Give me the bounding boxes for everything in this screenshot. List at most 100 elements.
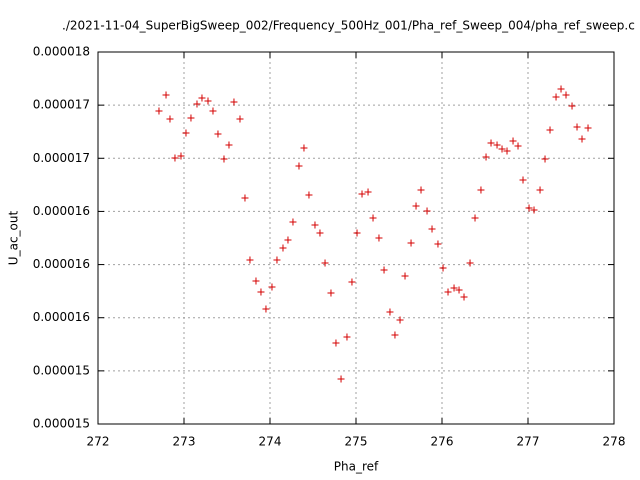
data-point — [536, 186, 544, 194]
data-point — [337, 375, 345, 383]
data-point — [273, 256, 281, 264]
x-tick-label: 274 — [259, 435, 282, 449]
data-point — [552, 93, 560, 101]
y-tick-label: 0.000017 — [33, 151, 90, 165]
data-point — [557, 85, 565, 93]
data-point — [166, 115, 174, 123]
x-tick-label: 276 — [431, 435, 454, 449]
data-point — [573, 123, 581, 131]
data-point — [257, 288, 265, 296]
data-point — [321, 259, 329, 267]
data-point — [562, 91, 570, 99]
data-point — [225, 141, 233, 149]
y-tick-label: 0.000016 — [33, 257, 90, 271]
data-point — [428, 225, 436, 233]
data-point — [187, 114, 195, 122]
data-point — [204, 97, 212, 105]
data-point — [541, 155, 549, 163]
y-tick-label: 0.000015 — [33, 417, 90, 431]
data-point — [503, 147, 511, 155]
plot-area: 0.000015 0.000015 0.000016 0.000016 0.000016… — [33, 45, 626, 449]
data-point — [177, 152, 185, 160]
data-point — [332, 339, 340, 347]
data-point — [230, 98, 238, 106]
y-axis-label: U_ac_out — [7, 211, 21, 266]
data-point — [530, 206, 538, 214]
y-tick-label: 0.000016 — [33, 310, 90, 324]
data-point — [568, 102, 576, 110]
data-point — [262, 305, 270, 313]
data-point — [252, 277, 260, 285]
data-point — [401, 272, 409, 280]
data-point — [209, 107, 217, 115]
data-point — [450, 284, 458, 292]
data-point — [477, 186, 485, 194]
data-point — [584, 124, 592, 132]
data-point — [525, 204, 533, 212]
data-point — [182, 129, 190, 137]
data-point — [348, 278, 356, 286]
x-tick-label: 272 — [87, 435, 110, 449]
data-point — [466, 259, 474, 267]
data-point — [407, 239, 415, 247]
chart-title: ./2021-11-04_SuperBigSweep_002/Frequency… — [62, 19, 635, 33]
y-tick-label: 0.000016 — [33, 204, 90, 218]
data-point — [380, 266, 388, 274]
x-tick-label: 275 — [345, 435, 368, 449]
x-axis-label: Pha_ref — [334, 460, 379, 474]
data-point — [364, 188, 372, 196]
data-point — [482, 153, 490, 161]
plot-border — [97, 51, 615, 425]
data-point — [460, 293, 468, 301]
data-point — [162, 91, 170, 99]
data-point — [241, 194, 249, 202]
data-point — [509, 137, 517, 145]
data-point — [434, 240, 442, 248]
data-point — [487, 139, 495, 147]
data-point — [439, 264, 447, 272]
data-point — [300, 144, 308, 152]
data-point — [353, 229, 361, 237]
data-point — [284, 236, 292, 244]
data-point — [412, 202, 420, 210]
x-tick-label: 273 — [173, 435, 196, 449]
data-point — [193, 100, 201, 108]
data-point — [343, 333, 351, 341]
x-tick-label: 277 — [517, 435, 540, 449]
data-point — [471, 214, 479, 222]
data-point — [386, 308, 394, 316]
data-point — [311, 221, 319, 229]
data-point — [514, 142, 522, 150]
data-point — [423, 207, 431, 215]
data-point — [578, 135, 586, 143]
data-point — [316, 229, 324, 237]
data-point — [279, 244, 287, 252]
data-point — [268, 283, 276, 291]
data-point — [171, 154, 179, 162]
data-point — [391, 331, 399, 339]
data-point — [519, 176, 527, 184]
data-point — [198, 94, 206, 102]
data-point — [358, 190, 366, 198]
data-point — [546, 126, 554, 134]
y-tick-label: 0.000015 — [33, 363, 90, 377]
y-tick-label: 0.000018 — [33, 45, 90, 59]
data-point — [444, 288, 452, 296]
data-point — [375, 234, 383, 242]
data-point — [327, 289, 335, 297]
data-point — [369, 214, 377, 222]
data-point — [246, 256, 254, 264]
data-point — [417, 186, 425, 194]
data-point — [295, 162, 303, 170]
data-point — [236, 115, 244, 123]
data-point — [289, 218, 297, 226]
data-point — [498, 145, 506, 153]
data-point — [455, 286, 463, 294]
y-tick-label: 0.000017 — [33, 98, 90, 112]
data-point — [155, 107, 163, 115]
data-point — [214, 130, 222, 138]
data-point — [220, 155, 228, 163]
data-point — [305, 191, 313, 199]
